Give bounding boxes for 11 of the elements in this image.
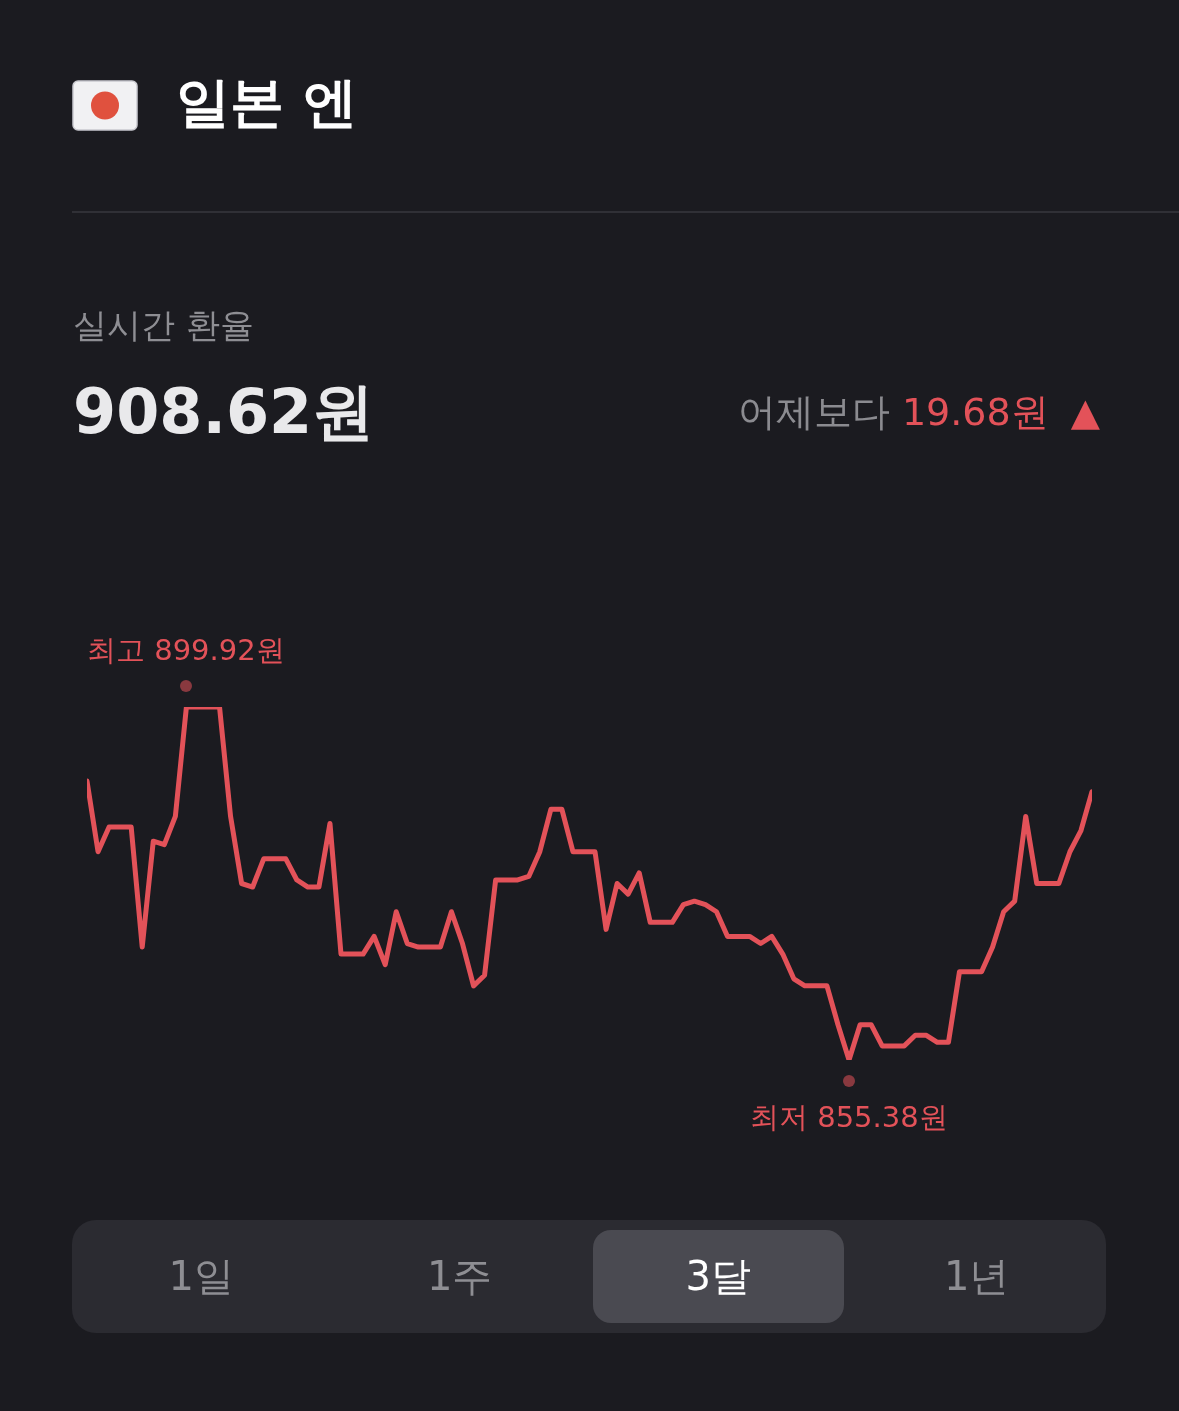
tab-button[interactable]: 3달 (593, 1230, 844, 1323)
annotation: 최고 899.92원 (87, 633, 285, 667)
text: 19.68원 ▲ (901, 390, 1100, 434)
chart-title: 일본 엔 (176, 70, 357, 136)
text: 908.62원 (73, 375, 375, 448)
text: 어제보다 (737, 390, 890, 434)
tab-button[interactable]: 1주 (334, 1230, 585, 1323)
chart-subtitle: 실시간 환율 (73, 304, 254, 347)
tab-button[interactable]: 1년 (851, 1230, 1102, 1323)
annotation: 최저 855.38원 (750, 1100, 948, 1134)
tab-button[interactable]: 1일 (76, 1230, 327, 1323)
